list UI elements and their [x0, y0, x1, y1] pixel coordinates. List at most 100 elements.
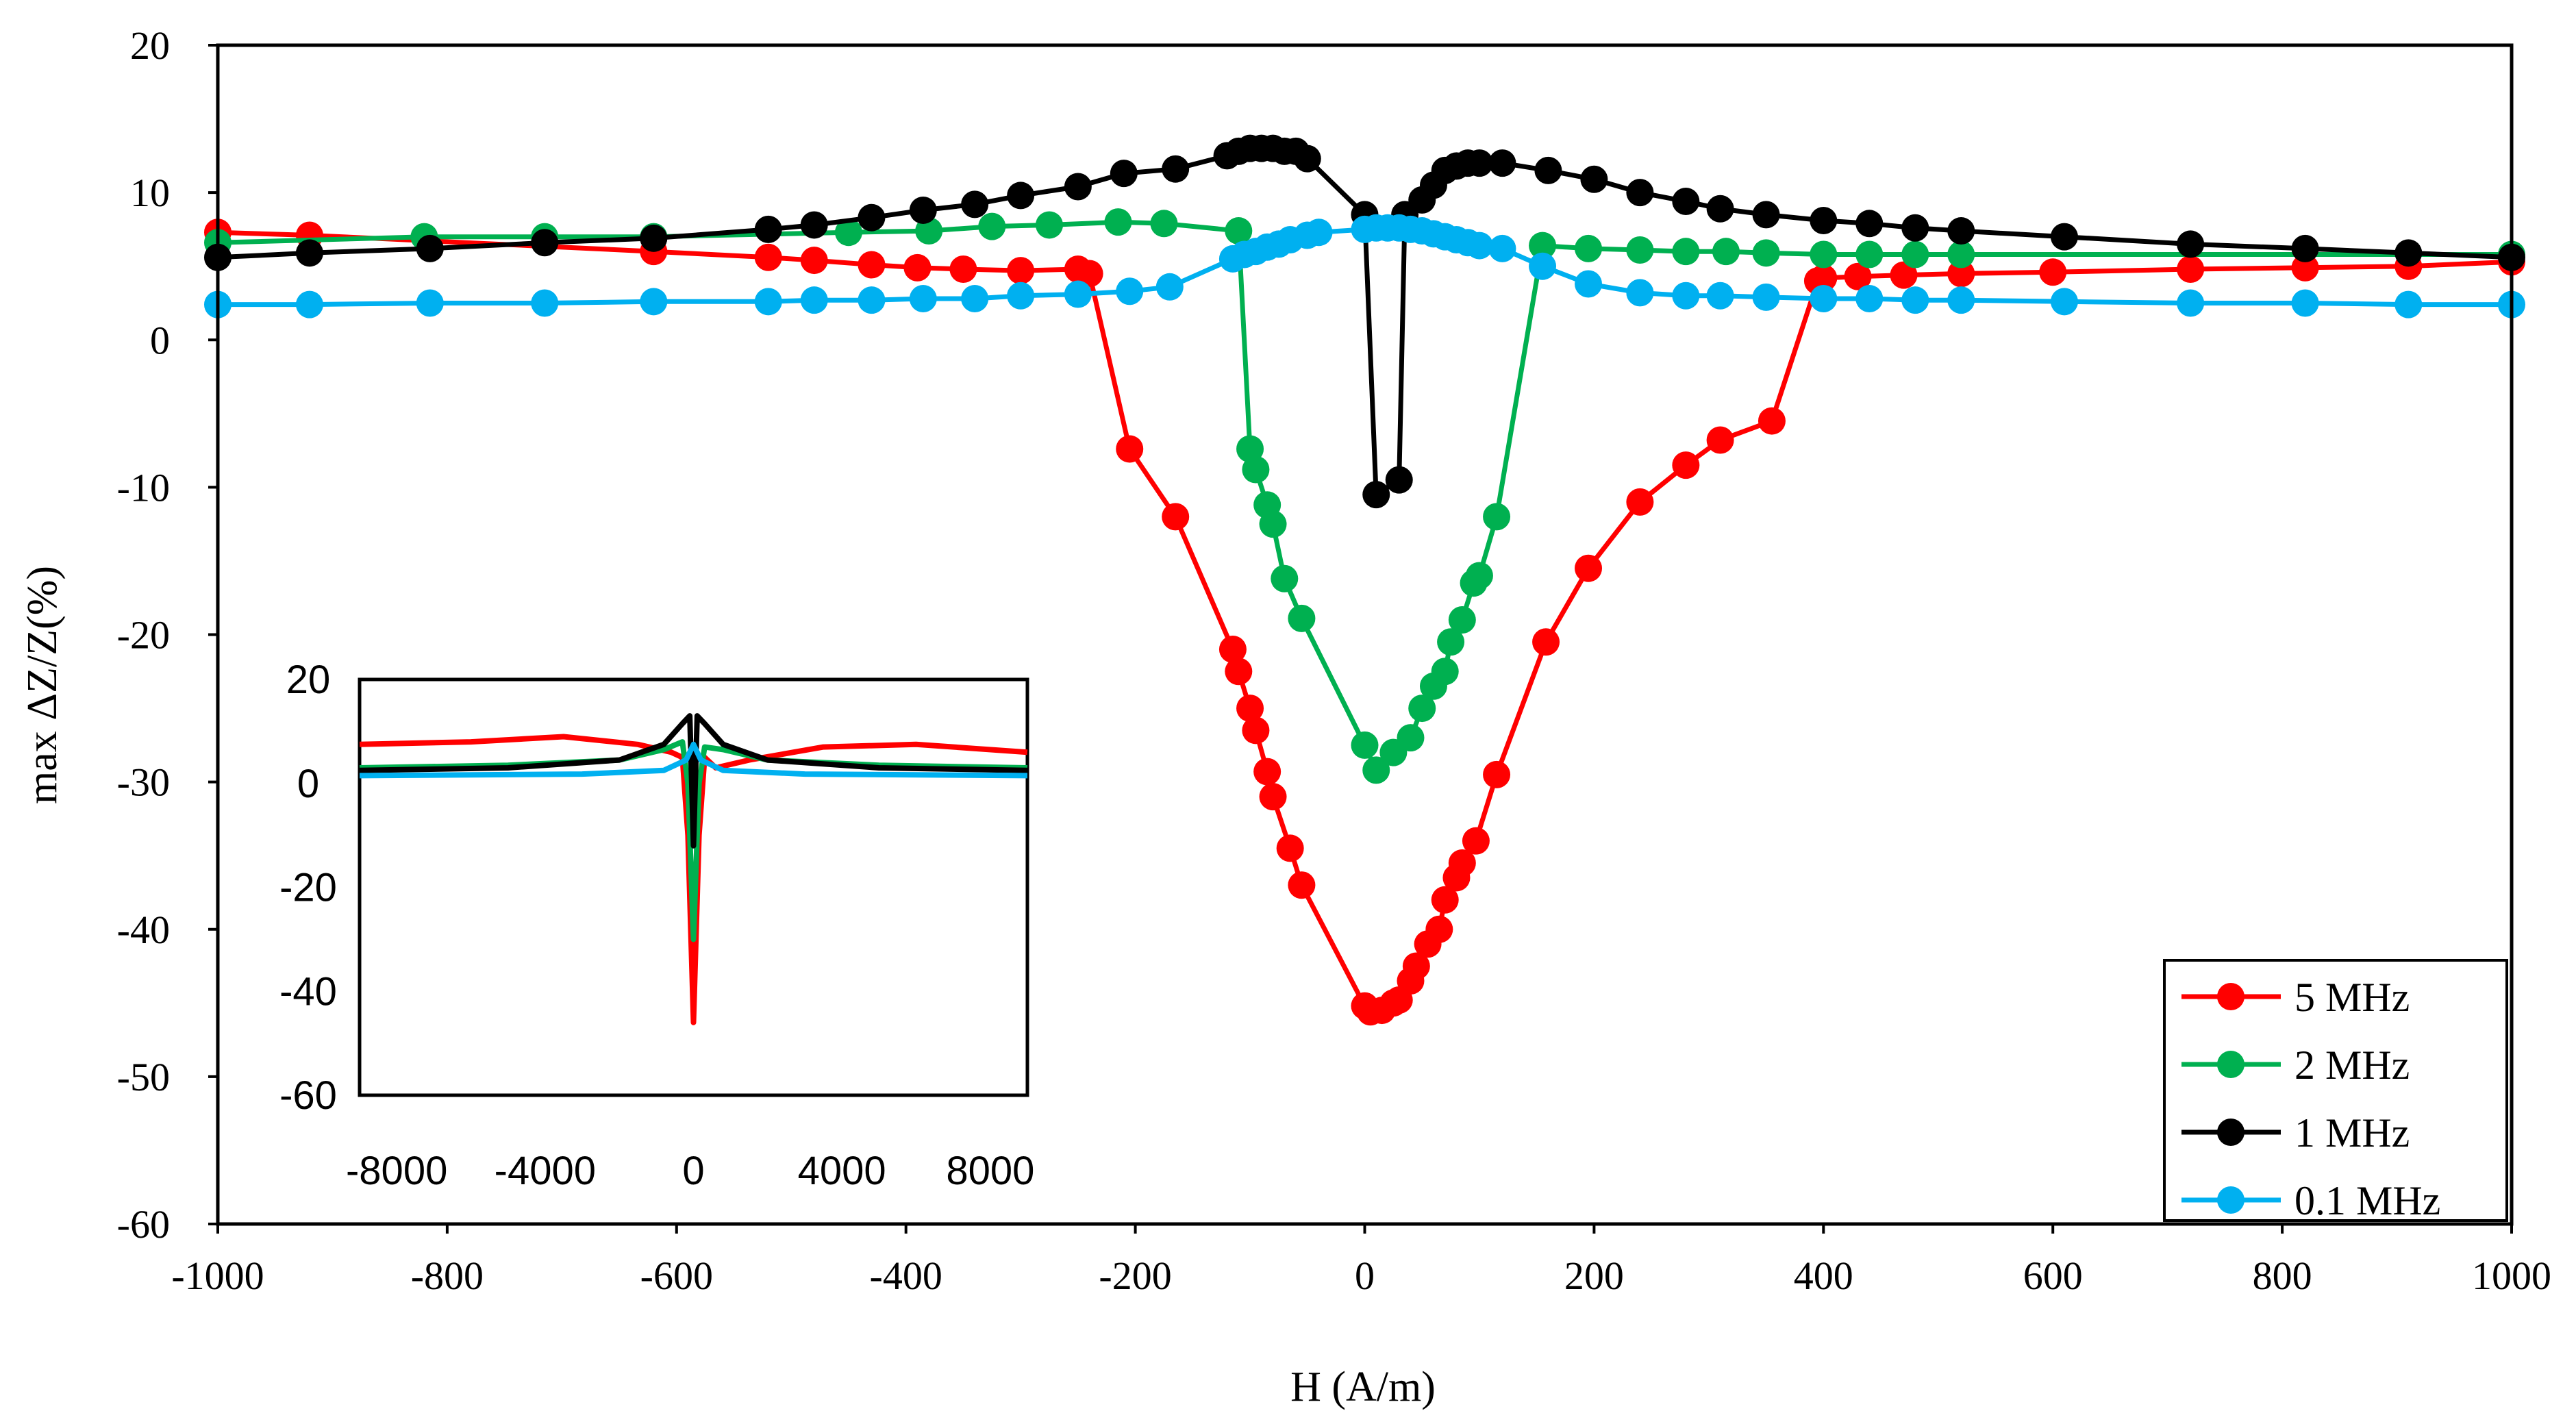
data-point	[1810, 285, 1838, 313]
data-point	[1110, 160, 1138, 188]
y-tick-label: 20	[130, 23, 170, 68]
data-point	[1064, 173, 1092, 201]
y-axis-label: max ΔZ/Z(%)	[19, 566, 66, 804]
y-tick-label: 10	[130, 171, 170, 215]
data-point	[531, 229, 559, 257]
data-point	[1465, 562, 1493, 590]
y-tick-label: -20	[117, 613, 170, 658]
y-tick-label: -10	[117, 465, 170, 510]
inset-x-tick-label: 4000	[798, 1149, 886, 1193]
data-point	[1626, 279, 1654, 307]
data-point	[1706, 195, 1734, 223]
legend-marker	[2217, 983, 2244, 1010]
data-point	[1236, 695, 1264, 723]
data-point	[1104, 208, 1132, 236]
data-point	[1901, 286, 1929, 314]
data-point	[1007, 282, 1035, 310]
data-point	[1810, 206, 1838, 234]
data-point	[1271, 564, 1299, 592]
legend-label: 5 MHz	[2294, 975, 2410, 1020]
data-point	[1064, 280, 1092, 308]
data-point	[1712, 238, 1740, 266]
inset-chart: -60 -40 -20 0 20 -8000 -4000 0 4000 8000	[279, 658, 1034, 1193]
data-point	[1529, 252, 1557, 280]
data-point	[1890, 261, 1918, 289]
data-point	[1155, 273, 1184, 301]
x-tick-label: 0	[1355, 1253, 1375, 1298]
legend-entries: 5 MHz 2 MHz 1 MHz 0.1 MHz	[2181, 975, 2440, 1223]
inset-series-group	[359, 713, 1028, 1025]
data-point	[1288, 604, 1316, 632]
series-0-1-mhz	[204, 214, 2525, 318]
data-point	[1752, 283, 1780, 311]
data-point	[1752, 239, 1780, 267]
data-point	[1672, 451, 1700, 479]
data-point	[800, 247, 828, 275]
data-point	[1855, 285, 1884, 313]
data-point	[1758, 407, 1786, 435]
data-point	[1431, 658, 1459, 686]
data-point	[961, 285, 989, 313]
data-point	[754, 243, 782, 271]
data-point	[2039, 258, 2067, 286]
data-point	[1116, 277, 1144, 305]
inset-x-tick-label: 0	[682, 1149, 704, 1193]
data-point	[1575, 270, 1603, 298]
x-tick-label: 800	[2253, 1253, 2312, 1298]
legend-entry: 5 MHz	[2181, 975, 2410, 1020]
data-point	[1437, 628, 1465, 656]
data-point	[1276, 834, 1304, 862]
inset-tick-labels: -60 -40 -20 0 20 -8000 -4000 0 4000 8000	[279, 658, 1034, 1193]
data-point	[2291, 253, 2319, 282]
legend-label: 1 MHz	[2294, 1110, 2410, 1156]
data-point	[1534, 156, 1562, 184]
data-point	[1075, 260, 1103, 288]
data-point	[1626, 236, 1654, 264]
data-point	[1465, 232, 1493, 260]
data-point	[1483, 503, 1511, 531]
main-tick-labels: -1000 -800 -600 -400 -200 0 200 400 600 800 1000-6…	[117, 23, 2551, 1298]
data-point	[1855, 210, 1884, 238]
data-point	[2177, 255, 2205, 283]
data-point	[1626, 488, 1654, 516]
data-point	[1448, 605, 1476, 634]
data-point	[1810, 264, 1838, 292]
data-point	[858, 251, 886, 279]
data-point	[531, 289, 559, 317]
legend-marker	[2217, 1119, 2244, 1146]
y-tick-label: -60	[117, 1202, 170, 1247]
data-point	[2177, 289, 2205, 317]
data-point	[1626, 179, 1654, 207]
data-point	[1844, 262, 1872, 290]
x-tick-label: -600	[640, 1253, 713, 1298]
data-point	[1431, 886, 1459, 914]
data-point	[1007, 182, 1035, 210]
data-point	[754, 215, 782, 243]
y-tick-label: -30	[117, 760, 170, 805]
data-point	[640, 288, 668, 316]
x-tick-label: 200	[1564, 1253, 1624, 1298]
data-point	[1259, 510, 1287, 538]
data-point	[295, 239, 323, 267]
inset-x-tick-label: -4000	[495, 1149, 596, 1193]
data-point	[1706, 426, 1734, 454]
data-point	[1575, 234, 1603, 262]
data-point	[978, 212, 1006, 240]
legend-marker	[2217, 1186, 2244, 1214]
data-point	[1116, 435, 1144, 463]
data-point	[961, 190, 989, 218]
inset-series-5-mhz	[359, 734, 1028, 1025]
y-tick-label: -40	[117, 908, 170, 952]
x-tick-label: -400	[870, 1253, 942, 1298]
data-point	[2291, 289, 2319, 317]
data-point	[1672, 188, 1700, 216]
x-tick-label: -800	[411, 1253, 484, 1298]
data-point	[1036, 211, 1064, 239]
y-tick-label: 0	[150, 318, 170, 362]
data-point	[1362, 756, 1390, 784]
y-tick-label: -50	[117, 1055, 170, 1099]
data-point	[949, 255, 977, 283]
series-5-mhz	[204, 218, 2525, 1026]
data-point	[1408, 695, 1436, 723]
x-axis-label: H (A/m)	[1290, 1364, 1436, 1410]
